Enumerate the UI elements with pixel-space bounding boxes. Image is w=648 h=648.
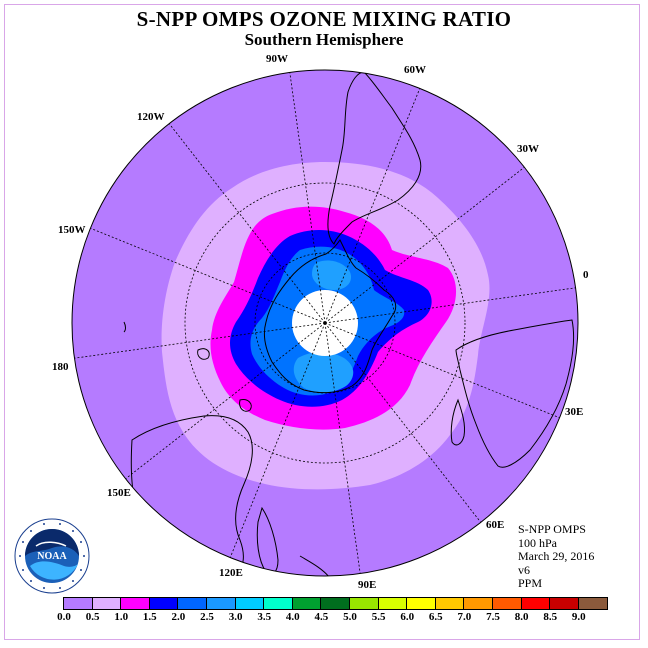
info-version: v6 bbox=[518, 562, 530, 577]
colorbar-swatch bbox=[492, 598, 522, 609]
lon-label-150w: 150W bbox=[58, 224, 86, 236]
colorbar-tick-label: 4.0 bbox=[285, 611, 300, 623]
contour-2-5 bbox=[293, 352, 354, 393]
colorbar-tick-label: 6.0 bbox=[400, 611, 415, 623]
lon-label-150e: 150E bbox=[107, 487, 131, 499]
noaa-logo: NOAA bbox=[14, 518, 90, 594]
colorbar-tick-label: 7.0 bbox=[457, 611, 472, 623]
colorbar-tick-label: 4.5 bbox=[314, 611, 329, 623]
colorbar-swatch bbox=[521, 598, 551, 609]
colorbar-swatch bbox=[64, 598, 93, 609]
colorbar-swatch bbox=[550, 598, 579, 609]
colorbar-swatch bbox=[235, 598, 265, 609]
colorbar-swatch bbox=[206, 598, 236, 609]
colorbar-tick-label: 5.5 bbox=[371, 611, 386, 623]
colorbar-swatch bbox=[464, 598, 493, 609]
colorbar-swatch bbox=[92, 598, 122, 609]
colorbar-swatch bbox=[149, 598, 179, 609]
noaa-logo-text: NOAA bbox=[37, 551, 67, 562]
map-boundary bbox=[71, 69, 579, 577]
colorbar-tick-label: 8.5 bbox=[543, 611, 558, 623]
latitude-circle bbox=[184, 182, 466, 464]
info-instrument: S-NPP OMPS bbox=[518, 522, 586, 536]
graticule bbox=[74, 72, 576, 574]
info-date: March 29, 2016 bbox=[518, 549, 595, 563]
info-level: 100 hPa bbox=[518, 535, 557, 550]
info-block: S-NPP OMPS 100 hPa March 29, 2016 v6 PPM bbox=[518, 522, 595, 591]
colorbar-tick-label: 1.0 bbox=[114, 611, 129, 623]
colorbar-swatch bbox=[378, 598, 408, 609]
lon-label-90w: 90W bbox=[266, 53, 288, 65]
image-frame bbox=[4, 4, 640, 640]
lon-label-30w: 30W bbox=[517, 143, 539, 155]
colorbar-swatch bbox=[292, 598, 322, 609]
colorbar-tick-label: 8.0 bbox=[514, 611, 529, 623]
colorbar-tick-label: 3.0 bbox=[228, 611, 243, 623]
latitude-circle bbox=[254, 252, 396, 394]
lon-label-120e: 120E bbox=[219, 567, 243, 579]
colorbar-tick-label: 2.5 bbox=[200, 611, 214, 623]
colorbar-swatch bbox=[407, 598, 436, 609]
colorbar-tick-label: 5.0 bbox=[343, 611, 357, 623]
lon-label-180: 180 bbox=[52, 361, 69, 373]
colorbar-tick-label: 1.5 bbox=[142, 611, 157, 623]
colorbar-tick-label: 7.5 bbox=[486, 611, 500, 623]
lon-label-120w: 120W bbox=[137, 111, 165, 123]
colorbar-swatch bbox=[349, 598, 379, 609]
contour-2-5b bbox=[312, 260, 352, 290]
colorbar-tick-label: 9.0 bbox=[571, 611, 586, 623]
lon-label-60w: 60W bbox=[404, 64, 426, 76]
lon-label-0: 0 bbox=[583, 269, 589, 281]
info-units: PPM bbox=[518, 576, 543, 590]
colorbar-tick-label: 6.5 bbox=[428, 611, 443, 623]
map-subtitle: Southern Hemisphere bbox=[244, 30, 404, 49]
colorbar-swatch bbox=[121, 598, 150, 609]
lon-label-90e: 90E bbox=[358, 579, 376, 591]
colorbar-swatch bbox=[435, 598, 465, 609]
lon-label-30e: 30E bbox=[565, 406, 583, 418]
colorbar-swatch bbox=[264, 598, 293, 609]
colorbar-tick-label: 2.0 bbox=[171, 611, 186, 623]
colorbar bbox=[63, 597, 609, 610]
lon-label-60e: 60E bbox=[486, 519, 504, 531]
colorbar-swatch bbox=[178, 598, 207, 609]
colorbar-swatch bbox=[321, 598, 350, 609]
colorbar-swatch bbox=[578, 598, 608, 609]
map-title: S-NPP OMPS OZONE MIXING RATIO bbox=[136, 7, 512, 31]
colorbar-tick-label: 0.5 bbox=[85, 611, 100, 623]
colorbar-tick-label: 0.0 bbox=[57, 611, 71, 623]
colorbar-ticks: 0.0 0.5 1.0 1.5 2.0 2.5 3.0 3.5 4.0 4.5 5.0 5.5 6.0 6… bbox=[50, 611, 610, 625]
south-pole-marker bbox=[323, 321, 327, 325]
colorbar-tick-label: 3.5 bbox=[257, 611, 272, 623]
